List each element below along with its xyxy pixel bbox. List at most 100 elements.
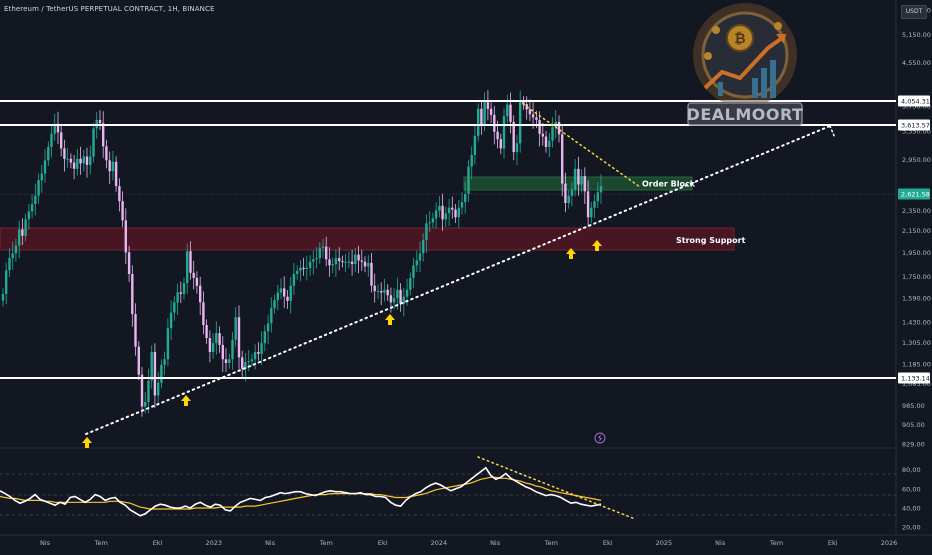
candle[interactable] [18,220,21,259]
candle[interactable] [1,288,5,307]
candle[interactable] [541,122,544,146]
candle[interactable] [331,257,334,274]
candle[interactable] [105,139,108,169]
candle[interactable] [50,126,53,158]
candle[interactable] [470,146,473,180]
candle[interactable] [412,257,415,289]
candle[interactable] [279,278,283,300]
candle[interactable] [360,249,363,271]
candle[interactable] [276,284,279,311]
candle[interactable] [85,147,89,178]
candle[interactable] [205,319,208,344]
candle[interactable] [344,254,347,272]
candle[interactable] [11,241,14,270]
candle[interactable] [583,167,586,204]
candle[interactable] [302,257,305,276]
candle[interactable] [489,102,493,123]
candle[interactable] [467,159,470,202]
candle[interactable] [72,154,76,180]
candle[interactable] [564,172,567,213]
candle[interactable] [189,241,192,280]
candle[interactable] [224,348,228,373]
candle[interactable] [8,248,11,278]
candle[interactable] [502,108,506,159]
candle[interactable] [127,245,131,282]
candle[interactable] [292,263,296,295]
candle[interactable] [56,111,60,144]
candle[interactable] [30,194,34,219]
candle[interactable] [593,193,596,219]
candle[interactable] [451,196,454,219]
candle[interactable] [166,318,170,367]
candle[interactable] [228,353,231,369]
candle[interactable] [460,192,464,215]
candle[interactable] [580,169,583,193]
candle[interactable] [260,331,263,366]
candle[interactable] [305,255,308,281]
candle[interactable] [108,151,111,184]
candle[interactable] [263,324,266,352]
candle[interactable] [43,149,47,183]
candle[interactable] [561,125,564,197]
candle[interactable] [431,212,435,228]
candle[interactable] [215,321,218,355]
candle[interactable] [557,115,561,143]
candle[interactable] [199,276,202,315]
descending-resistance-trendline[interactable] [522,103,641,188]
candle[interactable] [434,202,438,229]
candle[interactable] [237,305,241,369]
candle[interactable] [24,213,27,242]
candle[interactable] [241,350,244,377]
candle[interactable] [273,294,276,314]
candle[interactable] [509,92,512,134]
candle[interactable] [596,182,599,208]
candle[interactable] [548,132,551,158]
currency-selector[interactable]: USDT [901,5,927,19]
candle[interactable] [590,202,593,223]
candle[interactable] [60,125,63,157]
candle[interactable] [40,164,43,193]
candle[interactable] [318,242,321,264]
candle[interactable] [392,288,396,310]
candle[interactable] [66,147,69,168]
candle[interactable] [402,287,405,317]
candle[interactable] [338,247,341,271]
candle[interactable] [499,133,502,155]
lightning-icon[interactable] [594,432,606,444]
candle[interactable] [37,173,40,204]
candle[interactable] [370,253,373,293]
candle[interactable] [409,272,412,296]
candle[interactable] [98,110,102,130]
candle[interactable] [53,114,56,141]
candle[interactable] [169,300,173,340]
candle[interactable] [76,148,79,176]
candle[interactable] [347,251,351,269]
candle[interactable] [218,326,221,353]
candle[interactable] [296,265,299,280]
candle[interactable] [124,208,127,264]
candle[interactable] [137,341,140,381]
candle[interactable] [289,276,292,314]
candle[interactable] [422,233,425,262]
candle[interactable] [418,241,422,273]
candle[interactable] [270,297,273,333]
candle[interactable] [257,342,260,361]
candle[interactable] [328,247,331,277]
candle[interactable] [386,284,389,301]
candle[interactable] [464,182,467,214]
candle[interactable] [131,265,134,327]
candle[interactable] [321,238,325,259]
candle[interactable] [383,278,386,302]
candle[interactable] [163,351,166,376]
candle[interactable] [380,282,383,306]
candle[interactable] [567,190,570,209]
candle[interactable] [231,332,234,370]
candle[interactable] [573,159,577,197]
ascending-trendline[interactable] [85,125,831,435]
candle[interactable] [160,359,163,389]
candle[interactable] [441,193,444,231]
candle[interactable] [444,206,447,228]
candle[interactable] [211,333,215,359]
candle[interactable] [140,366,144,417]
candle[interactable] [428,211,431,233]
